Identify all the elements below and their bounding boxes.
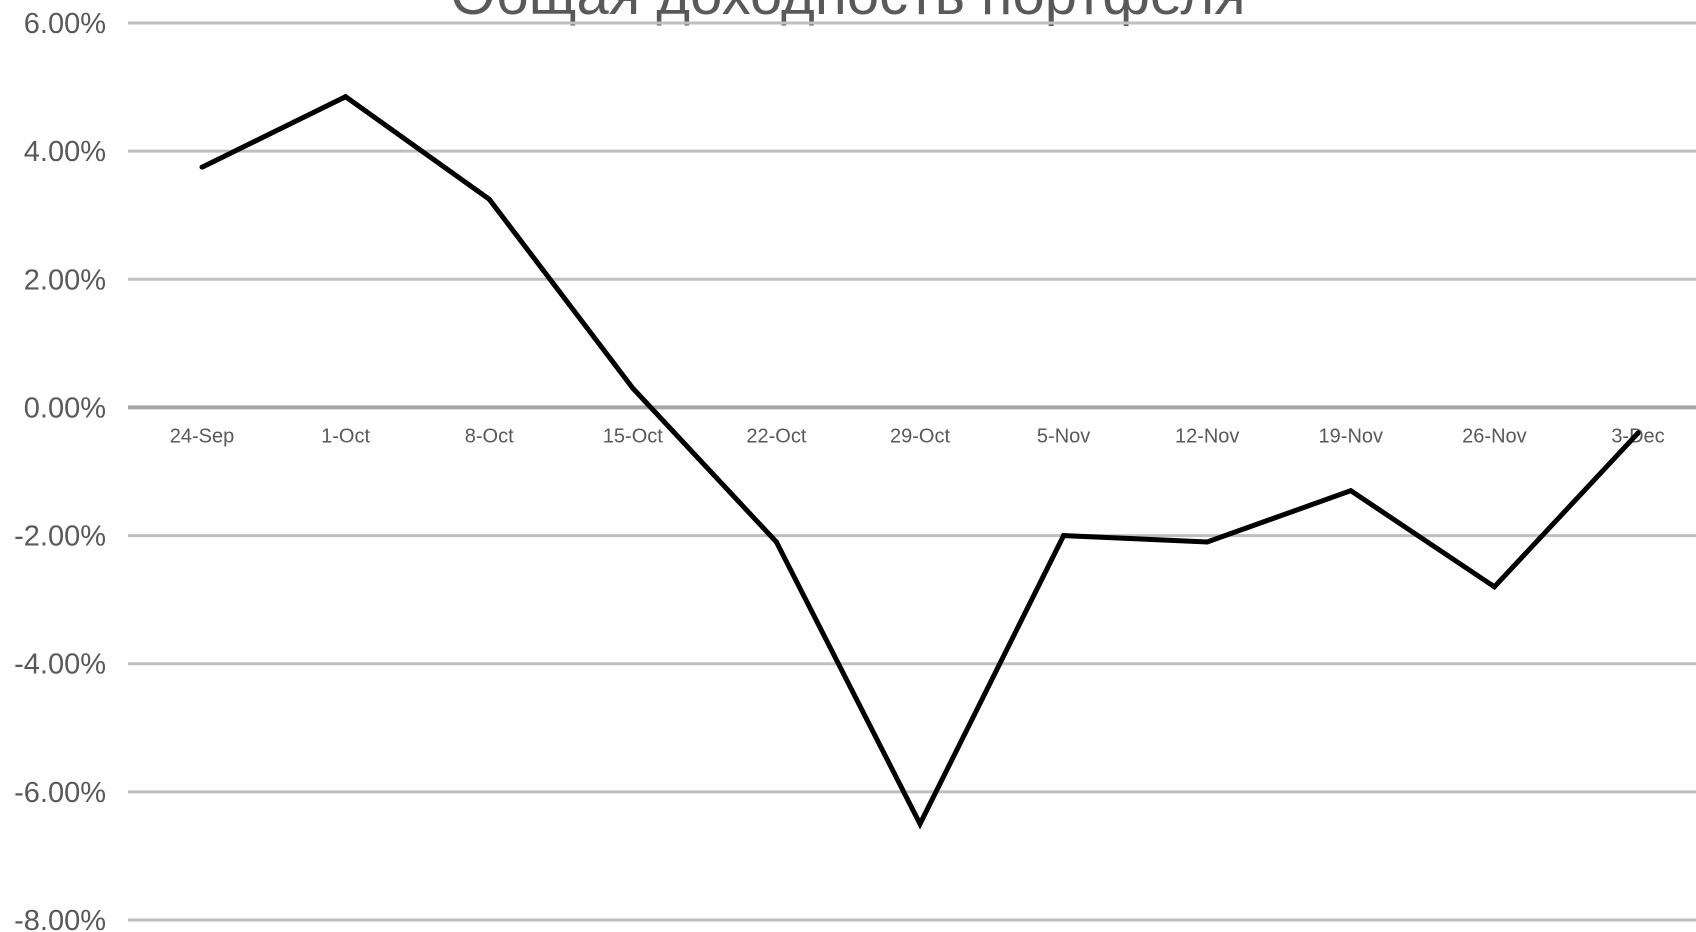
y-tick-label: -8.00% bbox=[14, 905, 106, 932]
y-tick-label: -2.00% bbox=[14, 521, 106, 553]
data-point bbox=[1061, 533, 1067, 539]
x-tick-label: 24-Sep bbox=[170, 425, 235, 447]
data-point bbox=[1491, 584, 1497, 590]
x-tick-label: 12-Nov bbox=[1175, 425, 1239, 447]
series-line bbox=[200, 93, 1640, 830]
y-tick-label: -4.00% bbox=[14, 649, 106, 681]
x-tick-label: 26-Nov bbox=[1462, 425, 1526, 447]
data-point bbox=[773, 539, 779, 545]
data-point bbox=[486, 196, 492, 202]
data-point bbox=[1348, 488, 1354, 494]
y-tick-label: 6.00% bbox=[24, 8, 106, 40]
y-tick-label: 2.00% bbox=[24, 264, 106, 296]
x-tick-label: 15-Oct bbox=[603, 425, 663, 447]
x-tick-label: 1-Oct bbox=[321, 425, 370, 447]
x-tick-label: 29-Oct bbox=[890, 425, 950, 447]
x-tick-label: 8-Oct bbox=[465, 425, 514, 447]
data-point bbox=[630, 385, 636, 391]
data-point bbox=[1204, 539, 1210, 545]
data-point bbox=[343, 94, 349, 100]
data-point bbox=[199, 164, 205, 170]
x-tick-label: 5-Nov bbox=[1037, 425, 1090, 447]
y-tick-label: 4.00% bbox=[24, 136, 106, 168]
data-point bbox=[917, 821, 923, 827]
y-tick-label: 0.00% bbox=[24, 392, 106, 424]
x-tick-label: 22-Oct bbox=[746, 425, 806, 447]
x-tick-label: 19-Nov bbox=[1319, 425, 1383, 447]
data-point bbox=[1635, 430, 1641, 436]
y-tick-label: -6.00% bbox=[14, 777, 106, 809]
